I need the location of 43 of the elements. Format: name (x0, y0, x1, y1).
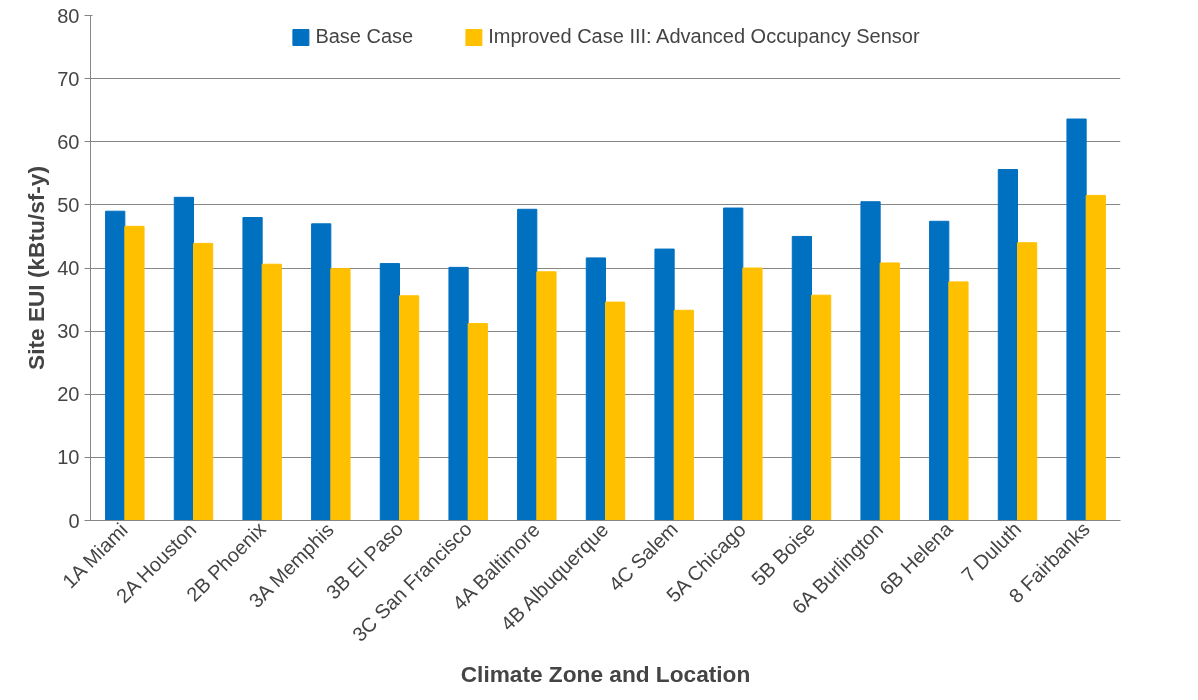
bar (654, 248, 675, 521)
bar (330, 268, 351, 521)
bar (742, 267, 763, 521)
bar (467, 323, 488, 521)
bar (811, 294, 832, 521)
bar (948, 281, 969, 521)
x-axis-title: Climate Zone and Location (460, 661, 751, 688)
bar (723, 207, 744, 521)
y-axis-title: Site EUI (kBtu/sf-y) (23, 166, 50, 370)
bar (517, 208, 538, 521)
bar (997, 169, 1018, 521)
bar (536, 271, 557, 521)
bar (261, 263, 282, 521)
bar (448, 266, 469, 521)
bar (1066, 118, 1087, 521)
legend-label: Base Case (315, 25, 414, 48)
bar (399, 295, 420, 521)
bar (193, 242, 214, 521)
legend-label: Improved Case III: Advanced Occupancy Sensor (488, 25, 920, 48)
bar (1085, 194, 1106, 521)
y-tick-label: 60 (57, 130, 80, 153)
y-tick-label: 20 (57, 383, 80, 406)
bar (311, 223, 332, 521)
bar (605, 301, 626, 521)
y-tick-label: 10 (57, 446, 80, 469)
bar (242, 217, 263, 521)
y-tick-label: 0 (68, 509, 80, 532)
bar (585, 257, 606, 521)
bar (124, 225, 145, 521)
bar (860, 201, 881, 521)
bar (929, 220, 950, 521)
bar (1017, 242, 1038, 521)
y-tick-label: 80 (57, 4, 80, 27)
bar (379, 263, 400, 521)
bar (173, 196, 194, 521)
y-tick-label: 40 (57, 257, 80, 279)
bar (673, 309, 694, 521)
y-tick-label: 30 (57, 320, 80, 343)
y-tick-label: 70 (57, 67, 80, 90)
bar (105, 210, 126, 521)
bar (791, 235, 812, 521)
bar (879, 262, 900, 521)
y-tick-label: 50 (57, 193, 80, 216)
